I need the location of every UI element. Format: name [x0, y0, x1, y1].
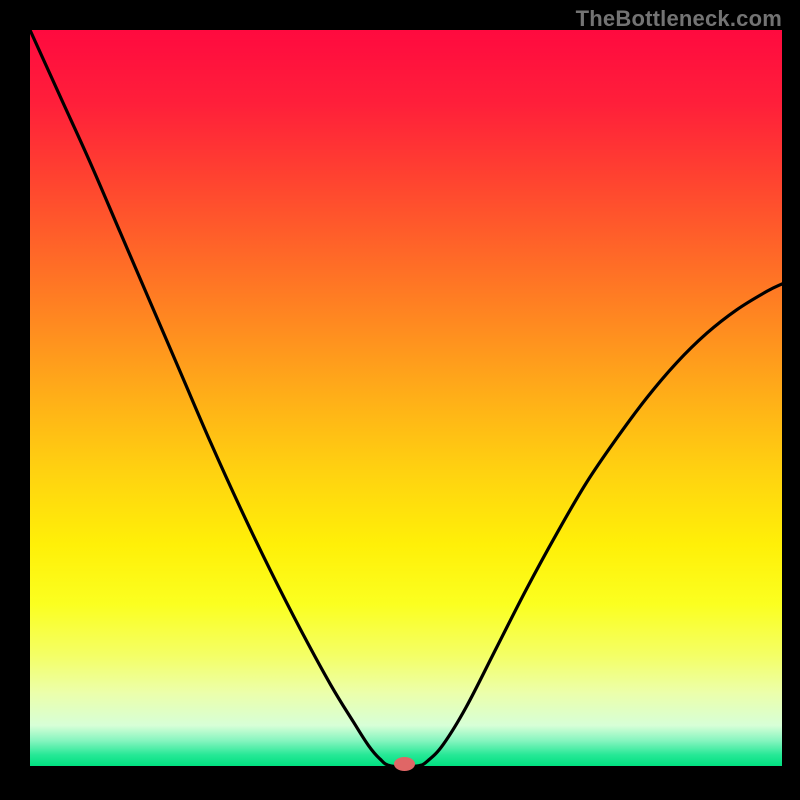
optimum-marker: [395, 758, 415, 771]
watermark-text: TheBottleneck.com: [576, 6, 782, 32]
chart-container: TheBottleneck.com: [0, 0, 800, 800]
bottleneck-chart: [0, 0, 800, 800]
plot-background: [30, 30, 782, 766]
